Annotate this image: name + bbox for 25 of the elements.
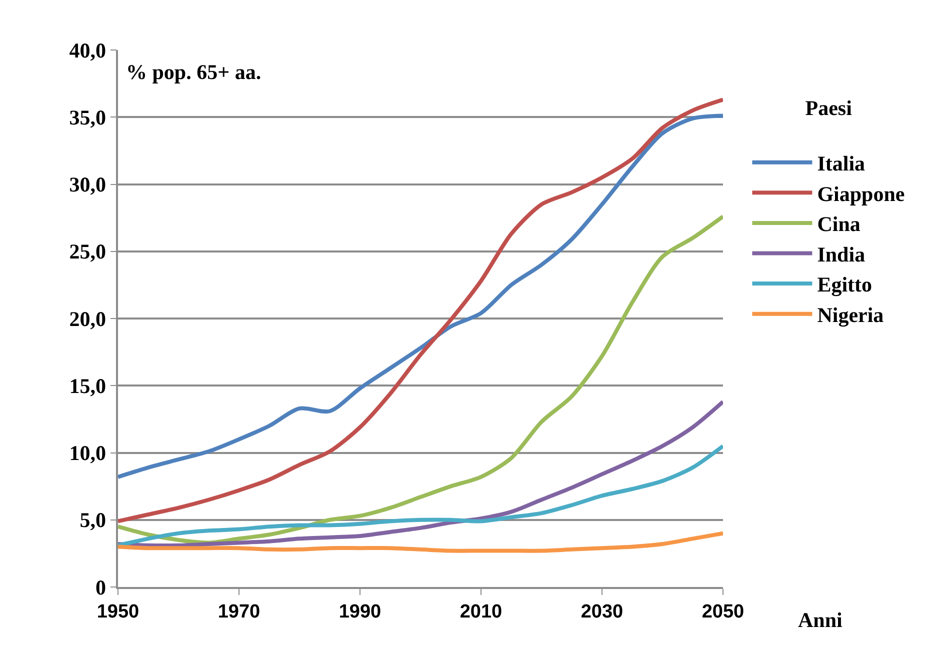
x-tick-label: 1990: [338, 602, 382, 623]
y-tick-label: 15,0: [69, 374, 106, 398]
y-tick-label: 10,0: [69, 441, 106, 466]
x-axis-title: Anni: [798, 608, 843, 632]
legend-label: Giappone: [817, 182, 905, 206]
y-tick-label: 0: [96, 575, 106, 600]
y-tick-label: 20,0: [69, 306, 106, 331]
y-axis-title: % pop. 65+ aa.: [126, 60, 262, 84]
x-tick-label: 1950: [96, 602, 140, 623]
y-tick-label: 5,0: [80, 508, 106, 532]
y-tick-label: 25,0: [69, 240, 106, 264]
legend-label: India: [817, 242, 866, 266]
legend-label: Egitto: [817, 272, 872, 297]
line-series: [118, 531, 723, 553]
legend-title: Paesi: [805, 96, 852, 120]
y-tick-label: 40,0: [69, 38, 106, 62]
x-tick-label: 2010: [460, 602, 502, 623]
y-tick-label: 35,0: [69, 105, 106, 130]
x-tick-label: 2050: [702, 602, 744, 623]
legend-label: Nigeria: [817, 303, 884, 328]
y-tick-label: 30,0: [69, 172, 106, 197]
legend-label: Italia: [817, 152, 866, 176]
x-tick-label: 1970: [218, 602, 260, 623]
x-tick-label: 2030: [580, 602, 624, 623]
legend-label: Cina: [817, 212, 861, 236]
